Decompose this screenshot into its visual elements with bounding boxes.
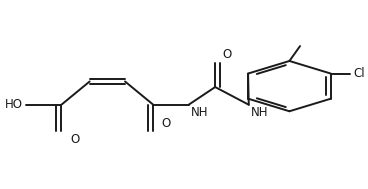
Text: HO: HO <box>4 98 22 111</box>
Text: NH: NH <box>251 106 268 119</box>
Text: O: O <box>70 133 79 146</box>
Text: O: O <box>162 117 171 130</box>
Text: Cl: Cl <box>354 67 365 80</box>
Text: O: O <box>222 48 231 61</box>
Text: NH: NH <box>190 106 208 119</box>
